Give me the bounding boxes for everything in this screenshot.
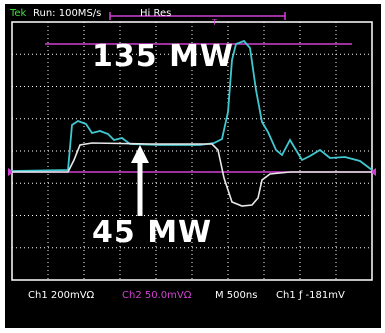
timebase: M 500ns <box>215 290 257 301</box>
ch2-setting: Ch2 50.0mVΩ <box>122 290 192 301</box>
peak-label: 135 MW <box>92 39 234 74</box>
acq-mode: Hi Res <box>140 8 171 19</box>
run-status: Run: 100MS/s <box>33 8 101 19</box>
base-label: 45 MW <box>92 215 212 250</box>
trigger-status: Tek <box>9 8 27 19</box>
scope-screen: Tek Run: 100MS/s Hi Res T 135 MW 45 MW C… <box>0 0 385 333</box>
trigger-marker: T <box>211 18 217 27</box>
trigger-setting: Ch1 ƒ -181mV <box>276 290 345 301</box>
ch1-setting: Ch1 200mVΩ <box>28 290 95 301</box>
